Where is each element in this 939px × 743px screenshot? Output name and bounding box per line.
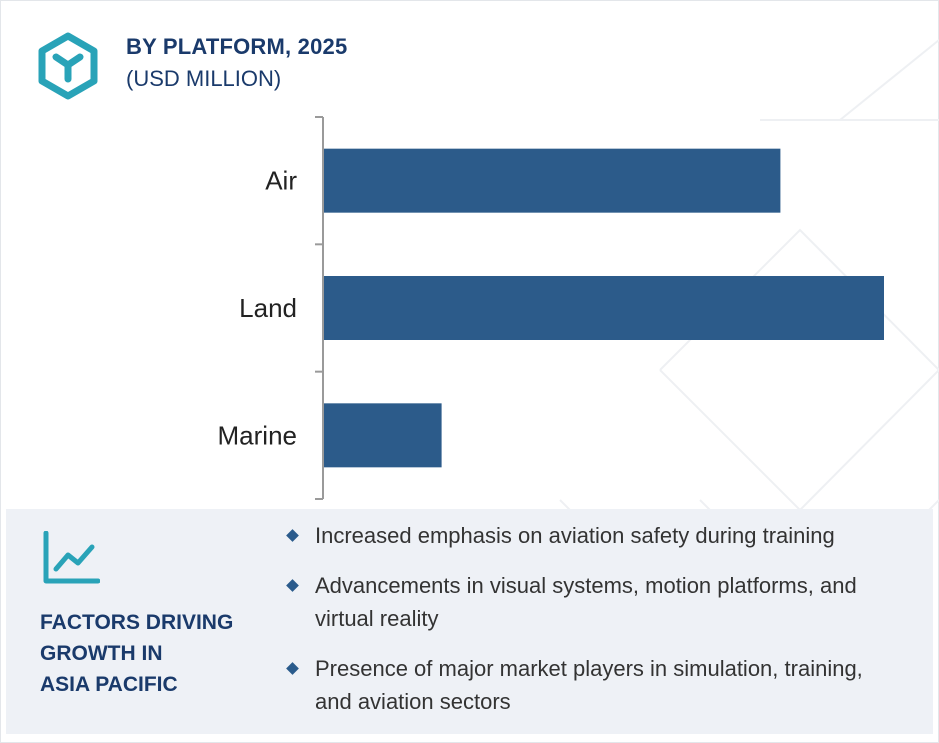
factors-panel: FACTORS DRIVING GROWTH IN ASIA PACIFIC I… <box>6 509 933 734</box>
diamond-bullet-icon <box>286 529 299 542</box>
factor-item: Advancements in visual systems, motion p… <box>284 569 914 635</box>
diamond-bullet-icon <box>286 662 299 675</box>
bar-chart: Air Land Marine <box>218 116 884 500</box>
factors-heading-line: GROWTH IN <box>40 642 163 665</box>
bar-marine <box>324 403 442 468</box>
line-chart-icon <box>43 531 100 584</box>
category-label-land: Land <box>239 293 297 323</box>
factor-item: Increased emphasis on aviation safety du… <box>284 519 914 552</box>
factors-heading-line: FACTORS DRIVING <box>40 611 234 634</box>
hexagon-y-logo-icon <box>38 32 98 100</box>
factor-text-line: and aviation sectors <box>315 689 511 714</box>
factors-heading: FACTORS DRIVING GROWTH IN ASIA PACIFIC <box>40 607 280 700</box>
category-label-air: Air <box>265 166 297 196</box>
factor-text-line: Presence of major market players in simu… <box>315 656 863 681</box>
factors-heading-line: ASIA PACIFIC <box>40 673 178 696</box>
factor-text-line: virtual reality <box>315 606 439 631</box>
chart-subtitle: (USD MILLION) <box>126 66 282 91</box>
factor-text-line: Advancements in visual systems, motion p… <box>315 573 857 598</box>
factor-text-line: Increased emphasis on aviation safety du… <box>315 523 835 548</box>
factor-item: Presence of major market players in simu… <box>284 652 914 718</box>
chart-title: BY PLATFORM, 2025 <box>126 34 348 59</box>
factors-list: Increased emphasis on aviation safety du… <box>284 519 914 735</box>
bar-air <box>324 148 781 213</box>
bar-land <box>324 276 884 340</box>
diamond-bullet-icon <box>286 579 299 592</box>
category-label-marine: Marine <box>218 420 297 450</box>
